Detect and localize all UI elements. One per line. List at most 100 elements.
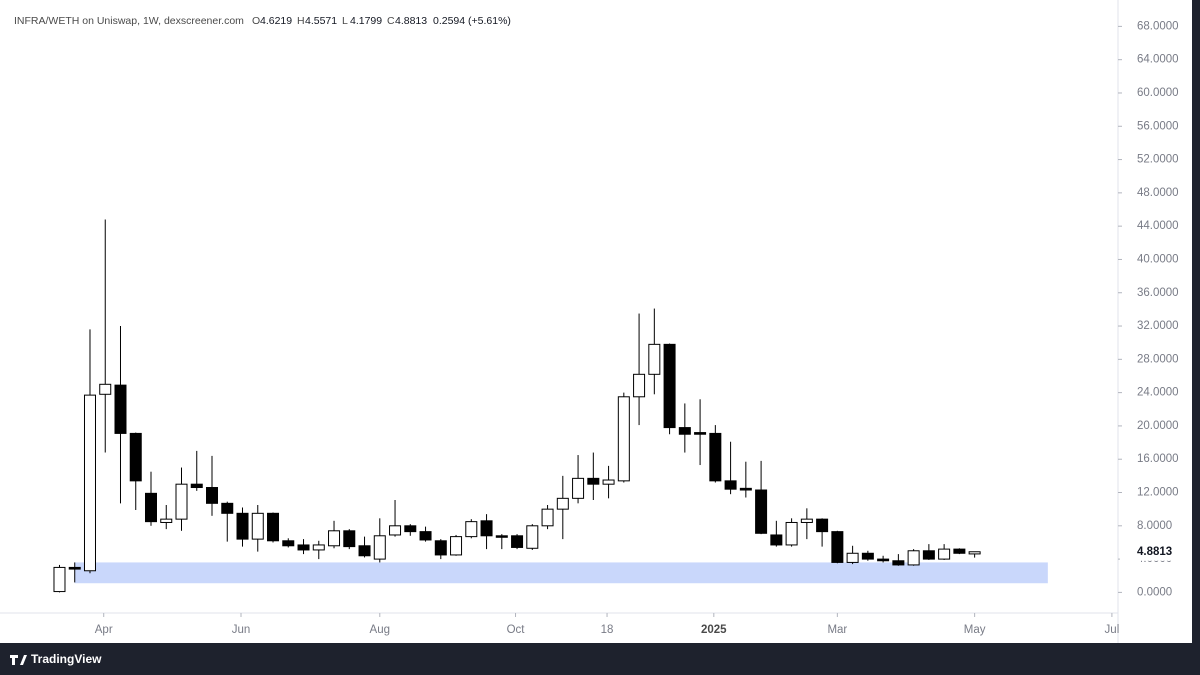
candle-body [297, 544, 310, 551]
ohlc-value: 4.8813 [395, 15, 427, 27]
candle-body [68, 566, 81, 570]
candle-body [53, 566, 66, 593]
chart-title: INFRA/WETH on Uniswap, 1W, dexscreener.c… [14, 15, 244, 27]
candle-body [755, 489, 768, 534]
x-tick-label: Jun [232, 624, 251, 636]
candle-body [861, 552, 874, 560]
candle-body [739, 487, 752, 491]
y-tick-label: 60.0000 [1137, 87, 1179, 99]
y-tick-label: 24.0000 [1137, 387, 1179, 399]
x-tick-label: 18 [601, 624, 614, 636]
change-percent: (+5.61%) [468, 15, 511, 27]
ohlc-label: H [297, 15, 305, 27]
candle-body [251, 512, 264, 540]
chart-background [0, 0, 1192, 643]
candle-body [312, 544, 325, 551]
change-value: 0.2594 [433, 15, 465, 27]
last-price-box [1120, 542, 1180, 561]
y-tick-label: 56.0000 [1137, 120, 1179, 132]
candle-body [465, 521, 478, 538]
candle-body [206, 487, 219, 504]
candle-body [938, 548, 951, 560]
y-tick-label: 12.0000 [1137, 487, 1179, 499]
candle-body [190, 483, 203, 489]
candle-body [922, 550, 935, 560]
candle-body [648, 343, 661, 375]
candle-body [358, 545, 371, 557]
candle-body [480, 520, 493, 537]
candle-body [892, 560, 905, 566]
x-tick-label: Apr [95, 624, 113, 636]
y-tick-label: 20.0000 [1137, 420, 1179, 432]
y-tick-label: 48.0000 [1137, 187, 1179, 199]
candle-body [816, 518, 829, 533]
y-tick-label: 28.0000 [1137, 353, 1179, 365]
candle-body [267, 512, 280, 542]
footer-brand: TradingView [31, 652, 102, 666]
ohlc-label: C [387, 15, 395, 27]
candle-body [175, 483, 188, 520]
x-tick-label: Oct [507, 624, 526, 636]
candle-body [602, 479, 615, 485]
ohlc-label: L [342, 15, 348, 27]
y-tick-label: 0.0000 [1137, 586, 1172, 598]
candle-body [556, 497, 569, 510]
candle-body [328, 530, 341, 547]
candle-body [389, 525, 402, 536]
last-price-label: 4.8813 [1137, 546, 1172, 558]
x-tick-label: Jul [1105, 624, 1120, 636]
logo [10, 655, 27, 665]
candle-body [831, 531, 844, 563]
candle-body [160, 518, 173, 523]
axes: 0.00004.00008.000012.000016.000020.00002… [95, 20, 1179, 636]
candle-body [770, 534, 783, 546]
candle-body [709, 432, 722, 482]
candle-body [663, 343, 676, 429]
candle-body [83, 394, 96, 572]
candle-body [877, 558, 890, 562]
x-tick-label: Aug [370, 624, 390, 636]
support-zone [74, 562, 1048, 584]
candle-body [785, 521, 798, 546]
candle-body [907, 550, 920, 566]
y-tick-label: 64.0000 [1137, 54, 1179, 66]
ohlc-value: 4.1799 [350, 15, 382, 27]
candle-body [343, 530, 356, 548]
candle-body [633, 373, 646, 398]
candle-body [282, 540, 295, 547]
y-tick-label: 52.0000 [1137, 154, 1179, 166]
candle-body [221, 502, 234, 514]
candle-body [144, 492, 157, 523]
candle-body [846, 552, 859, 563]
ohlc-label: O [252, 15, 260, 27]
candle-body [99, 383, 112, 395]
candle-body [541, 508, 554, 527]
candle-body [572, 477, 585, 499]
candle-body [678, 427, 691, 435]
y-tick-label: 68.0000 [1137, 20, 1179, 32]
candle-body [587, 477, 600, 485]
candle-body [724, 480, 737, 490]
x-tick-label: 2025 [701, 624, 727, 636]
candle-body [694, 432, 707, 435]
plot [53, 219, 1048, 593]
x-tick-label: Mar [827, 624, 847, 636]
y-tick-label: 36.0000 [1137, 287, 1179, 299]
candle-body [373, 535, 386, 560]
y-tick-label: 8.0000 [1137, 520, 1172, 532]
candle-body [968, 551, 981, 555]
candle-body [526, 525, 539, 549]
ohlc-header: O 4.6219 H 4.5571 L 4.1799 C 4.8813 0.2594 (+5.61… [252, 15, 511, 27]
last-price: 4.8813 [1120, 542, 1180, 561]
candle-body [434, 540, 447, 556]
x-tick-label: May [964, 624, 986, 636]
candle-body [800, 518, 813, 523]
candle-body [404, 525, 417, 533]
y-tick-label: 16.0000 [1137, 453, 1179, 465]
y-tick-label: 40.0000 [1137, 253, 1179, 265]
candle-body [114, 384, 127, 434]
y-tick-label: 32.0000 [1137, 320, 1179, 332]
candle-body [419, 531, 432, 541]
